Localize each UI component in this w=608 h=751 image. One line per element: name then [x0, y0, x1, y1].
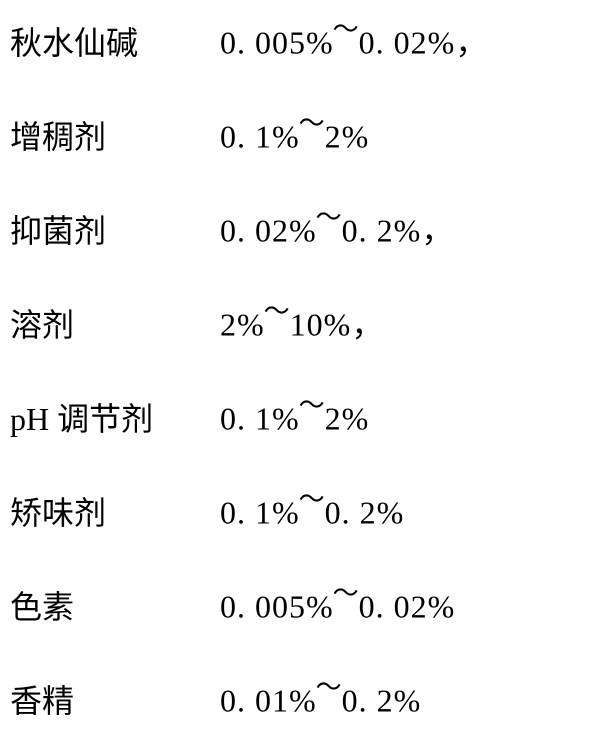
- ingredient-label: 秋水仙碱: [10, 24, 220, 62]
- range-high: 0. 2%: [325, 495, 405, 531]
- table-row: 矫味剂 0. 1%～0. 2%: [10, 488, 598, 532]
- ingredient-label: 香精: [10, 682, 220, 720]
- range-high: 0. 02%，: [359, 25, 489, 61]
- tilde-icon: ～: [299, 108, 326, 139]
- ingredient-table: 秋水仙碱 0. 005%～0. 02%， 增稠剂 0. 1%～2% 抑菌剂 0.…: [0, 0, 608, 738]
- ingredient-range: 2%～10%，: [220, 300, 384, 344]
- ingredient-label: 抑菌剂: [10, 212, 220, 250]
- ingredient-range: 0. 005%～0. 02%: [220, 582, 455, 626]
- range-high: 0. 2%，: [342, 213, 455, 249]
- range-high: 0. 02%: [359, 589, 456, 625]
- range-low: 0. 02%: [220, 213, 317, 249]
- range-high: 2%: [325, 119, 370, 155]
- range-low: 0. 1%: [220, 495, 300, 531]
- ingredient-range: 0. 005%～0. 02%，: [220, 18, 488, 62]
- table-row: pH 调节剂 0. 1%～2%: [10, 394, 598, 438]
- range-high: 0. 2%: [342, 683, 422, 719]
- table-row: 秋水仙碱 0. 005%～0. 02%，: [10, 18, 598, 62]
- range-low: 0. 1%: [220, 401, 300, 437]
- tilde-icon: ～: [316, 672, 343, 703]
- range-low: 0. 005%: [220, 25, 334, 61]
- tilde-icon: ～: [299, 484, 326, 515]
- tilde-icon: ～: [264, 296, 291, 327]
- ingredient-label: pH 调节剂: [10, 400, 220, 438]
- table-row: 溶剂 2%～10%，: [10, 300, 598, 344]
- ingredient-range: 0. 1%～2%: [220, 394, 369, 438]
- ingredient-label: 增稠剂: [10, 118, 220, 156]
- ingredient-label: 矫味剂: [10, 494, 220, 532]
- table-row: 香精 0. 01%～0. 2%: [10, 676, 598, 720]
- range-low: 0. 005%: [220, 589, 334, 625]
- ingredient-range: 0. 1%～0. 2%: [220, 488, 404, 532]
- tilde-icon: ～: [333, 14, 360, 45]
- ingredient-label: 溶剂: [10, 306, 220, 344]
- table-row: 增稠剂 0. 1%～2%: [10, 112, 598, 156]
- ingredient-range: 0. 01%～0. 2%: [220, 676, 421, 720]
- ingredient-range: 0. 1%～2%: [220, 112, 369, 156]
- range-high: 2%: [325, 401, 370, 437]
- table-row: 色素 0. 005%～0. 02%: [10, 582, 598, 626]
- table-row: 抑菌剂 0. 02%～0. 2%，: [10, 206, 598, 250]
- range-low: 0. 1%: [220, 119, 300, 155]
- range-low: 0. 01%: [220, 683, 317, 719]
- range-low: 2%: [220, 307, 265, 343]
- ingredient-label: 色素: [10, 588, 220, 626]
- tilde-icon: ～: [316, 202, 343, 233]
- range-high: 10%，: [290, 307, 385, 343]
- ingredient-range: 0. 02%～0. 2%，: [220, 206, 454, 250]
- tilde-icon: ～: [299, 390, 326, 421]
- tilde-icon: ～: [333, 578, 360, 609]
